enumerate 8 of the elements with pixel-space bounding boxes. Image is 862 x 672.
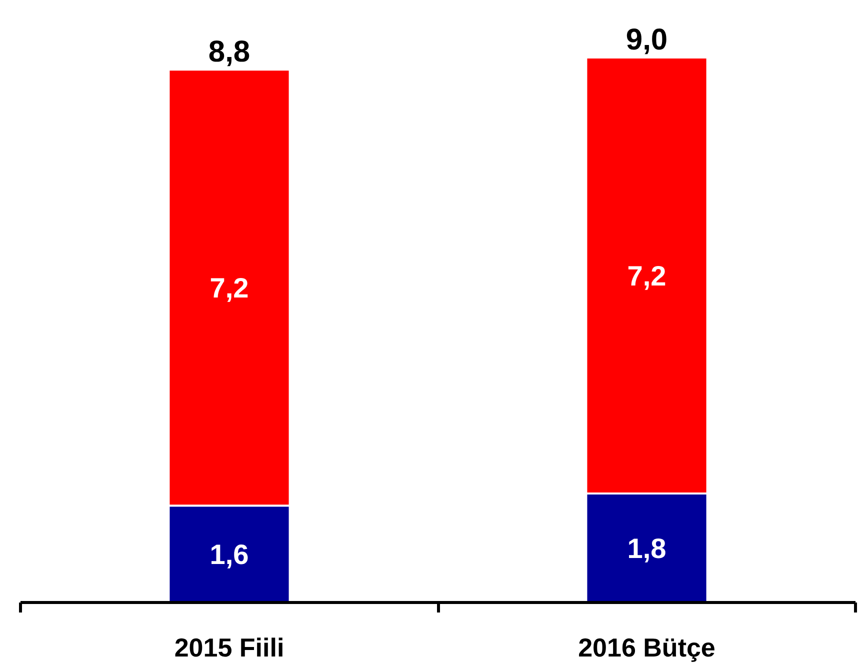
x-tick-label: 2016 Bütçe xyxy=(578,632,716,662)
total-label: 9,0 xyxy=(626,24,668,57)
data-label: 1,8 xyxy=(627,533,666,564)
total-label: 8,8 xyxy=(208,36,250,69)
data-label: 1,6 xyxy=(210,539,249,570)
data-label: 7,2 xyxy=(627,260,666,292)
data-label: 7,2 xyxy=(210,272,249,304)
x-tick-label: 2015 Fiili xyxy=(174,632,284,662)
